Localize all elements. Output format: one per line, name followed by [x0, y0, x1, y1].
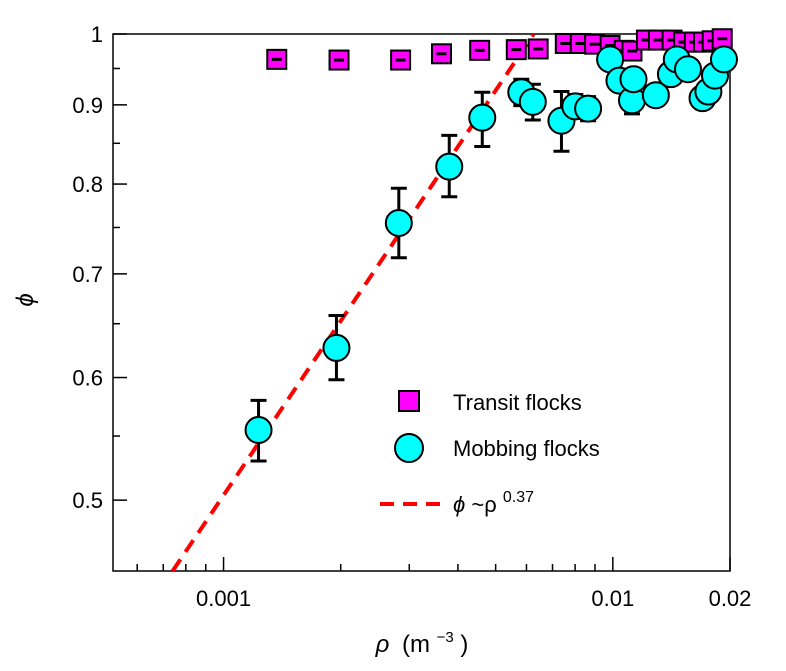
mobbing-point	[518, 87, 547, 116]
y-tick-label: 0.7	[72, 262, 103, 287]
y-tick-label: 0.6	[72, 366, 103, 391]
legend-mobbing-label: Mobbing flocks	[453, 436, 600, 461]
transit-point	[390, 49, 412, 71]
transit-point	[431, 43, 453, 65]
mobbing-series	[244, 45, 738, 463]
legend-mobbing-marker	[394, 433, 424, 463]
legend-fit-exponent: 0.37	[503, 489, 534, 506]
x-tick-label: 0.01	[591, 586, 634, 611]
y-tick-label: 0.8	[72, 172, 103, 197]
x-axis-title-symbol: ρ	[375, 631, 390, 658]
minor-ticks	[113, 67, 596, 571]
y-axis: 0.5 0.6 0.7 0.8 0.9 1	[72, 22, 127, 513]
mobbing-point	[435, 152, 464, 181]
mobbing-point	[384, 208, 413, 237]
transit-point	[328, 49, 350, 71]
y-tick-label: 0.5	[72, 488, 103, 513]
mobbing-point	[673, 55, 702, 84]
mobbing-point	[574, 94, 603, 123]
mobbing-point	[244, 415, 273, 444]
x-tick-label: 0.001	[196, 586, 251, 611]
transit-point	[266, 48, 288, 70]
legend-transit-label: Transit flocks	[453, 390, 582, 415]
x-axis-title-exponent: −3	[437, 629, 454, 646]
mobbing-point	[322, 333, 351, 362]
legend-fit-label: ϕ ~ρ 0.37	[453, 489, 534, 517]
x-tick-label: 0.02	[709, 586, 752, 611]
transit-series	[266, 28, 733, 71]
transit-point	[469, 39, 491, 61]
y-tick-label: 1	[91, 22, 103, 47]
transit-point	[505, 39, 527, 61]
transit-point	[527, 38, 549, 60]
mobbing-point	[641, 81, 670, 110]
legend-fit-base: ~ρ	[471, 492, 496, 517]
x-axis: 0.001 0.01 0.02	[196, 557, 751, 611]
legend: Transit flocks Mobbing flocks ϕ ~ρ 0.37	[380, 390, 600, 517]
plot-frame	[112, 33, 731, 572]
legend-transit-marker	[398, 390, 420, 412]
mobbing-point	[709, 45, 738, 74]
x-axis-title-close: )	[460, 631, 468, 658]
y-tick-label: 0.9	[72, 93, 103, 118]
mobbing-point	[619, 65, 648, 94]
y-axis-title: ϕ	[12, 293, 39, 306]
mobbing-point	[468, 103, 497, 132]
x-axis-title-unit: (m	[402, 631, 430, 658]
legend-fit-symbol: ϕ	[453, 492, 465, 517]
transit-point	[711, 28, 733, 50]
x-axis-title: ρ (m −3 )	[375, 621, 469, 658]
